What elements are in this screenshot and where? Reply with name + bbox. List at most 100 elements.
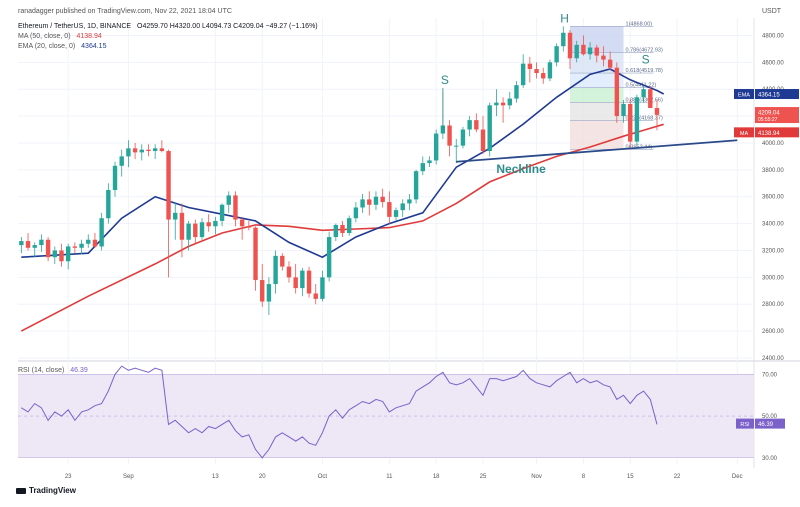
rsi-legend[interactable]: RSI (14, close) 46.39 — [18, 367, 92, 374]
candle-body — [587, 47, 593, 55]
candle-body — [65, 246, 71, 262]
fib-level-label: 0.5(4411.22) — [626, 83, 657, 89]
candle-body — [313, 293, 318, 299]
candle-body — [119, 156, 124, 166]
candle-body — [648, 89, 653, 109]
ma-legend[interactable]: MA (50, close, 0) 4138.94 — [18, 33, 106, 40]
candle-body — [139, 149, 144, 153]
currency-label: USDT — [762, 8, 785, 15]
ema-price-tag-value: 4364.15 — [758, 93, 780, 99]
candle-body — [581, 44, 586, 55]
candle-body — [641, 89, 646, 98]
candle-body — [300, 270, 305, 289]
rsi-tag-label-bg — [736, 418, 754, 429]
candle-body — [413, 171, 419, 200]
candle-body — [594, 47, 599, 56]
candle-body — [380, 196, 385, 203]
price-tick-label: 3800.00 — [762, 168, 784, 174]
candle-body — [347, 218, 352, 234]
candle-body — [112, 165, 118, 190]
candle-body — [146, 149, 151, 152]
candle-body — [173, 212, 178, 220]
candle-body — [601, 55, 606, 60]
candle-body — [166, 151, 171, 220]
price-tick-label: 4000.00 — [762, 141, 784, 147]
candle-body — [273, 255, 278, 285]
price-tick-label: 3400.00 — [762, 222, 784, 228]
time-tick-label: 23 — [65, 474, 72, 480]
price-tick-label: 2800.00 — [762, 302, 784, 308]
ma-legend-value: 4138.94 — [76, 33, 102, 40]
candle-body — [614, 67, 620, 117]
candle-body — [280, 255, 285, 267]
time-tick-label: Oct — [318, 474, 328, 480]
candle-body — [320, 277, 325, 299]
candle-body — [514, 85, 519, 99]
ma-price-tag-value-bg — [755, 127, 799, 138]
fib-level-label: 1(4868.00) — [626, 21, 653, 27]
currency-text: USDT — [762, 8, 782, 15]
candle-body — [59, 250, 64, 262]
candle-body — [567, 32, 573, 59]
ema-price-tag-label-bg — [734, 89, 754, 100]
candle-body — [92, 239, 98, 247]
candle-body — [99, 218, 104, 247]
rsi-tick-label: 30.00 — [762, 456, 778, 462]
time-tick-label: 22 — [674, 474, 681, 480]
candle-body — [373, 196, 379, 205]
candle-body — [226, 195, 231, 205]
rsi-tick-label: 70.00 — [762, 372, 778, 378]
candle-body — [541, 73, 546, 79]
price-tick-label: 3600.00 — [762, 195, 784, 201]
candle-body — [186, 223, 191, 240]
fib-level-label: 0.786(4672.93) — [626, 48, 663, 54]
candle-body — [520, 63, 526, 86]
rsi-tag-label: RSI — [740, 422, 750, 428]
neckline-label: Neckline — [496, 162, 546, 176]
ema-price-tag-value-bg — [755, 89, 799, 100]
candle-body — [326, 237, 332, 278]
publisher-line: ranadagger published on TradingView.com,… — [18, 8, 236, 15]
candle-body — [213, 220, 218, 227]
candle-body — [286, 266, 292, 278]
candle-body — [219, 204, 225, 221]
candle-body — [454, 145, 459, 147]
candle-body — [487, 105, 492, 152]
time-tick-label: 15 — [627, 474, 634, 480]
rsi-tag-value-bg — [755, 418, 785, 429]
candle-body — [106, 190, 111, 219]
candle-body — [387, 202, 392, 217]
time-tick-label: 8 — [582, 474, 586, 480]
price-tick-label: 2600.00 — [762, 329, 784, 335]
close-price-tag-countdown: 05:55:27 — [758, 117, 778, 123]
candle-body — [654, 108, 660, 115]
ma50-line — [20, 123, 664, 332]
time-tick-label: 11 — [386, 474, 393, 480]
time-tick-label: Dec — [732, 474, 743, 480]
candle-body — [199, 222, 205, 238]
fib-level-label: 0.618(4519.78) — [626, 68, 663, 74]
fib-zone — [570, 73, 624, 88]
fib-zone — [570, 102, 624, 121]
candle-body — [333, 224, 339, 238]
candle-body — [306, 270, 312, 294]
candle-body — [32, 245, 37, 248]
candle-body — [400, 203, 405, 211]
publisher-text: ranadagger published on TradingView.com,… — [18, 8, 232, 15]
rsi-tick-label: 50.00 — [762, 414, 778, 420]
candle-body — [547, 62, 553, 79]
candle-body — [159, 148, 165, 152]
ema-legend[interactable]: EMA (20, close, 0) 4364.15 — [18, 43, 110, 50]
symbol-line: Ethereum / TetherUS, 1D, BINANCE O4259.7… — [18, 23, 322, 30]
tradingview-logo[interactable]: TradingView — [16, 486, 76, 495]
candle-body — [527, 63, 533, 70]
candle-body — [293, 277, 298, 289]
candle-body — [554, 46, 559, 63]
candle-body — [433, 133, 439, 161]
fib-level-label: 0.236(4168.37) — [626, 115, 663, 121]
candle-body — [367, 199, 372, 205]
time-tick-label: 18 — [433, 474, 440, 480]
candle-body — [86, 239, 91, 244]
